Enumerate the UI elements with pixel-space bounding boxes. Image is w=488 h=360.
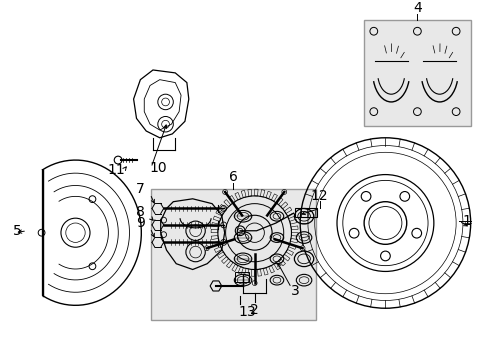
Circle shape <box>300 246 305 251</box>
Text: 11: 11 <box>107 163 125 177</box>
Bar <box>151 189 315 320</box>
Bar <box>364 19 469 126</box>
Bar <box>235 273 248 282</box>
Circle shape <box>204 246 209 251</box>
Text: 4: 4 <box>412 1 421 15</box>
Text: 2: 2 <box>250 303 259 317</box>
Text: 5: 5 <box>13 224 21 238</box>
Text: 3: 3 <box>290 284 299 298</box>
Bar <box>295 207 316 217</box>
Text: 9: 9 <box>136 216 144 230</box>
Circle shape <box>252 281 257 285</box>
Text: 10: 10 <box>149 161 166 175</box>
Text: 12: 12 <box>310 189 328 203</box>
Circle shape <box>281 189 286 194</box>
Text: 1: 1 <box>461 214 470 228</box>
Circle shape <box>222 189 227 194</box>
Text: 8: 8 <box>136 205 144 219</box>
Text: 6: 6 <box>228 171 237 184</box>
Text: 7: 7 <box>136 182 144 196</box>
Text: 13: 13 <box>238 305 255 319</box>
